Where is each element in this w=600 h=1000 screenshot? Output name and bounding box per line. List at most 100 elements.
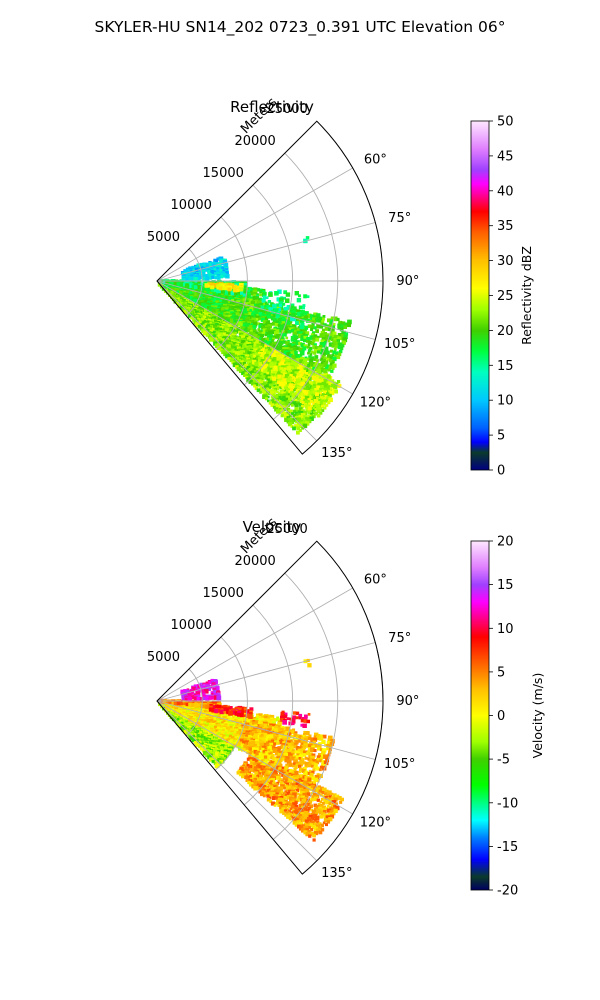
reflectivity-echo-gate [261,313,265,317]
reflectivity-echo-gate [279,405,285,410]
reflectivity-echo-gate [323,332,328,336]
reflectivity-echo-gate [227,301,231,304]
reflectivity-echo-gate [247,351,252,356]
reflectivity-echo-gate [215,315,221,320]
reflectivity-echo-gate [270,375,274,379]
reflectivity-echo-gate [276,390,279,394]
reflectivity-echo-gate [259,388,265,394]
reflectivity-echo-gate [311,414,316,419]
reflectivity-echo-gate [225,274,230,279]
reflectivity-echo-gate [264,337,269,343]
reflectivity-echo-gate [219,327,222,331]
reflectivity-echo-gate [281,354,285,358]
velocity-echo-gate [300,785,305,790]
reflectivity-echo-gate [315,337,320,342]
reflectivity-echo-gate [315,392,319,397]
reflectivity-echo-gate [254,361,259,366]
reflectivity-echo-gate [221,334,224,338]
reflectivity-echo-gate [332,350,336,354]
reflectivity-echo-gate [270,340,274,345]
reflectivity-echo-gate [296,372,301,377]
reflectivity-echo-gate [224,299,229,304]
velocity-echo-gate [297,786,301,790]
reflectivity-echo-gate [234,312,240,317]
reflectivity-echo-gate [307,406,312,411]
reflectivity-echo-gate [286,366,292,371]
velocity-echo-gate [309,831,314,836]
reflectivity-echo-gate [159,279,164,284]
reflectivity-echo-gate [318,380,324,385]
velocity-echo-gate [261,771,266,776]
reflectivity-echo-gate [296,309,301,313]
reflectivity-azimuth-spoke [156,222,376,282]
reflectivity-echo-gate [294,335,299,339]
reflectivity-echo-gate [306,375,309,379]
reflectivity-echo-gate [300,372,305,376]
velocity-echo-gate [277,721,282,727]
reflectivity-echo-gate [237,291,241,295]
reflectivity-echo-gate [190,316,193,320]
reflectivity-echo-gate [267,300,272,304]
velocity-echo-gate [330,792,334,796]
reflectivity-echo-gate [214,309,219,313]
reflectivity-echo-gate [335,341,340,346]
velocity-echo-gate [212,720,217,725]
reflectivity-echo-gate [266,341,271,345]
reflectivity-echo-gate [196,285,201,290]
velocity-echo-gate [314,807,318,812]
reflectivity-echo-gate [313,315,317,320]
reflectivity-echo-gate [302,330,307,335]
reflectivity-echo-gate [281,337,285,341]
reflectivity-title: Reflectivity [230,98,314,116]
reflectivity-sector-frame [156,120,384,455]
reflectivity-echo-gate [283,333,287,337]
reflectivity-echo-gate [218,314,223,319]
reflectivity-echo-gate [227,287,232,292]
reflectivity-echo-gate [276,401,280,406]
reflectivity-echo-gate [231,305,236,310]
reflectivity-echo-gate [268,292,273,297]
reflectivity-echo-gate [307,313,312,319]
reflectivity-echo-gate [185,278,189,281]
velocity-echo-gate [330,807,336,812]
reflectivity-echo-gate [336,355,341,360]
reflectivity-echo-gate [289,359,292,362]
reflectivity-echo-gate [330,319,334,323]
reflectivity-echo-gate [291,355,296,359]
reflectivity-echo-gate [314,388,319,393]
reflectivity-echo-gate [254,300,258,304]
velocity-echo-gate [323,792,328,796]
reflectivity-echo-gate [292,426,296,431]
reflectivity-echo-gate [274,320,280,326]
velocity-echo-gate [268,787,272,791]
reflectivity-echo-gate [320,367,326,373]
reflectivity-echo-gate [327,327,332,332]
velocity-echo-gate [279,781,284,785]
velocity-echo-gate [296,774,301,779]
reflectivity-echo-gate [212,339,216,343]
velocity-echo-gate [236,771,240,775]
reflectivity-echo-gate [290,362,294,366]
reflectivity-echo-gate [243,285,247,289]
reflectivity-echo-gate [290,324,293,327]
reflectivity-echo-gate [213,259,219,264]
reflectivity-echo-gate [214,271,217,275]
velocity-echo-gate [302,817,307,822]
reflectivity-echo-gate [290,371,295,376]
reflectivity-echo-gate [305,421,310,426]
reflectivity-echo-gate [248,300,252,305]
velocity-echo-gate [183,729,188,734]
velocity-echo-gate [324,807,329,811]
velocity-echo-gate [261,781,266,786]
reflectivity-echo-gate [332,388,335,392]
reflectivity-echo-gate [233,298,238,303]
velocity-echo-gate [293,810,298,815]
reflectivity-echo-gate [285,320,291,325]
reflectivity-echo-gate [312,345,317,350]
reflectivity-echo-gate [264,317,269,321]
reflectivity-echo-gate [229,345,234,350]
reflectivity-echo-gate [337,327,341,330]
reflectivity-echo-gate [267,399,270,403]
reflectivity-echo-gate [271,386,275,390]
velocity-echo-gate [327,790,332,795]
